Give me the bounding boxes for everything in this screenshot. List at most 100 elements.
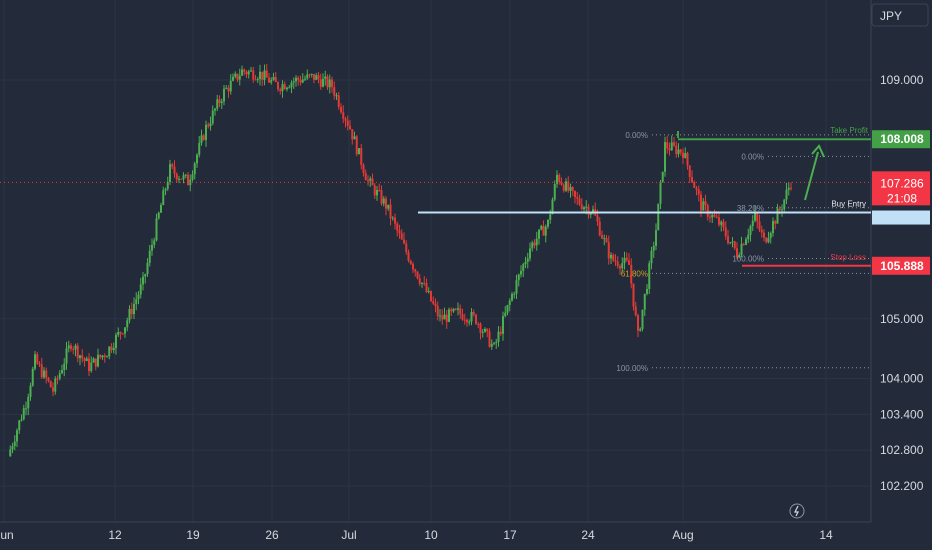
candle <box>637 315 639 331</box>
candle <box>259 71 261 80</box>
candle <box>270 79 273 83</box>
candle <box>598 221 601 236</box>
lightning-icon[interactable] <box>789 503 805 519</box>
candle <box>731 241 734 243</box>
candle <box>90 362 93 372</box>
time-tick-label: 17 <box>503 528 517 542</box>
candle <box>472 312 475 315</box>
candle <box>421 282 423 284</box>
candle <box>304 78 306 80</box>
candle <box>738 254 741 258</box>
candle <box>223 88 225 102</box>
candle <box>589 213 592 215</box>
candle <box>97 354 99 367</box>
candle <box>227 87 230 92</box>
candle <box>389 204 392 219</box>
candle <box>612 254 615 261</box>
candle <box>198 142 201 155</box>
fib-label: 100.00% <box>616 364 648 373</box>
candle <box>234 73 237 77</box>
candle <box>160 205 162 213</box>
candle <box>205 124 207 140</box>
candle <box>346 120 349 126</box>
candle <box>434 303 437 307</box>
candle <box>9 449 12 457</box>
take-profit-tag[interactable]: 108.008 <box>872 130 930 149</box>
candle <box>101 355 104 358</box>
candle <box>439 315 441 317</box>
candle <box>209 123 212 127</box>
time-axis[interactable]: Jun 12 19 26 Jul 10 17 24 Aug 14 <box>0 528 833 542</box>
candle <box>328 79 331 88</box>
candle <box>529 248 531 259</box>
price-axis-panel[interactable] <box>871 0 932 550</box>
candle <box>349 125 351 130</box>
candle <box>261 71 264 80</box>
candle <box>148 250 151 263</box>
fib-levels: 0.00% 61.80% 100.00% 0.00% 38.20% 100.00% <box>616 131 871 373</box>
candle <box>783 199 786 210</box>
candle <box>767 238 770 243</box>
candle <box>178 178 180 180</box>
candle <box>139 284 142 295</box>
candle <box>758 221 761 230</box>
candle <box>713 214 716 217</box>
grid <box>0 0 871 522</box>
candle <box>106 356 108 358</box>
candle <box>52 387 54 392</box>
candle <box>385 198 387 209</box>
candle <box>364 173 367 181</box>
candle <box>495 341 498 344</box>
currency-badge[interactable]: JPY <box>871 3 929 27</box>
candle <box>533 242 536 246</box>
candle <box>31 368 34 386</box>
candle <box>659 181 662 204</box>
candle <box>664 142 666 172</box>
candle <box>445 314 448 322</box>
candle <box>94 358 97 367</box>
candle <box>45 370 48 378</box>
candle <box>648 263 651 289</box>
candle <box>603 238 606 240</box>
candle <box>432 301 435 304</box>
buy-entry-tag[interactable] <box>872 210 930 225</box>
candle <box>250 70 252 72</box>
candle <box>542 226 545 236</box>
candle <box>715 216 718 218</box>
candle <box>79 355 81 359</box>
candle <box>301 79 304 83</box>
candle <box>452 308 455 312</box>
candle <box>511 294 513 301</box>
candle <box>288 87 291 89</box>
candle <box>400 233 403 240</box>
candle <box>607 242 610 259</box>
candle <box>117 331 120 336</box>
candle <box>63 363 66 371</box>
fib-label: 100.00% <box>732 255 764 264</box>
candle <box>778 208 781 211</box>
time-tick-label: 12 <box>108 528 122 542</box>
time-tick-label: Aug <box>672 528 693 542</box>
time-tick-label: 19 <box>186 528 200 542</box>
candle <box>297 77 300 81</box>
candle <box>295 77 297 82</box>
candle <box>592 209 594 214</box>
stop-loss-tag[interactable]: 105.888 <box>872 256 930 275</box>
candle <box>733 241 736 249</box>
candle <box>394 217 396 224</box>
candle <box>34 354 36 369</box>
candle <box>310 74 313 76</box>
candle <box>225 87 228 89</box>
candle <box>153 240 156 245</box>
candle <box>470 312 473 322</box>
candle <box>58 373 61 379</box>
candle <box>700 194 702 211</box>
candle <box>614 260 617 262</box>
current-price-tag[interactable]: 107.286 21:08 <box>872 171 930 206</box>
candle <box>693 181 696 188</box>
candle <box>441 315 444 320</box>
candle <box>263 70 266 80</box>
candle <box>207 124 210 127</box>
candle <box>538 229 540 239</box>
